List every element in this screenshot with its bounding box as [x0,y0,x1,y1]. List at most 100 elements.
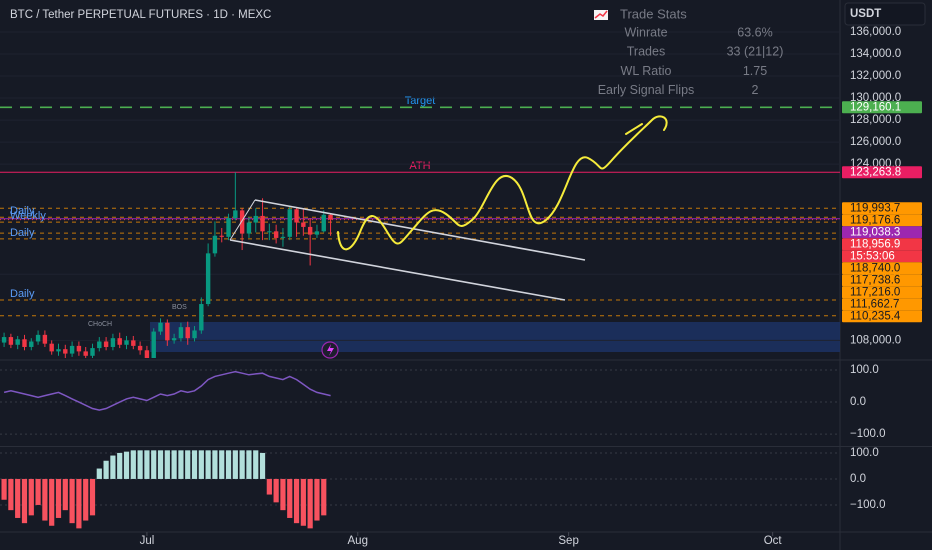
candle-body [144,350,150,358]
histogram-bar [307,478,313,529]
candle-body [35,334,41,342]
histogram-bar [62,478,68,511]
histogram-bar [76,478,82,529]
y-tick-label: 108,000.0 [850,334,901,346]
histogram-bar [205,450,211,479]
channel-line [229,199,256,241]
histogram-bar [49,478,55,526]
histogram-bar [96,468,102,479]
candle-body [239,210,245,234]
price-label: 118,956.9 [850,238,900,250]
candle-body [69,345,75,354]
candle-body [15,339,20,345]
price-label-box [842,202,922,215]
y-tick-label: 126,000.0 [850,136,901,148]
candle-body [83,351,88,356]
y-tick-label: −100.0 [850,428,886,440]
histogram-bar [83,478,89,521]
histogram-bar [259,452,266,479]
histogram-bar [103,460,109,479]
price-label-box [842,310,922,323]
candle-body [273,231,279,238]
x-tick-label: Jul [140,535,155,547]
candle-body [76,345,82,352]
histogram-bar [219,450,225,479]
candle-body [29,341,34,347]
candle-body [1,337,7,343]
stats-label: Winrate [624,25,667,39]
x-tick-label: Oct [764,535,783,547]
candle-body [97,341,102,349]
y-tick-label: 0.0 [850,473,866,485]
histogram-bar [55,478,62,518]
price-label: 119,993.7 [850,202,900,214]
histogram-bar [110,455,116,479]
histogram-bar [35,478,41,505]
histogram-bar [15,478,21,518]
y-tick-label: 130,000.0 [850,92,901,104]
oscillator [0,369,840,435]
y-tick-label: 132,000.0 [850,70,901,82]
histogram-bar [130,450,136,479]
price-label-box [842,101,922,114]
structure-marker: BOS [172,304,187,311]
stats-label: Early Signal Flips [598,83,695,97]
histogram [0,450,840,529]
histogram-bar [151,450,157,479]
histogram-bar [273,478,279,503]
countdown-box [842,250,922,263]
histogram-bar [8,478,14,511]
structure-marker: CHoCH [88,321,112,328]
price-level-text: Weekly [10,210,46,222]
price-label: 117,216.0 [850,286,900,298]
histogram-bar [69,478,75,524]
candle-body [131,340,136,346]
histogram-bar [225,450,232,479]
candle-body [294,209,299,223]
candle-body [321,214,326,232]
x-tick-label: Aug [348,535,368,547]
stats-value: 63.6% [737,25,772,39]
currency-button[interactable] [844,2,926,26]
price-level-text: Target [405,95,436,107]
y-tick-label: −100.0 [850,499,886,511]
candle-body [165,322,170,341]
y-tick-label: 134,000.0 [850,48,901,60]
candle-body [233,210,238,219]
candle-body [8,337,14,345]
candle-body [287,209,292,237]
price-label-box [842,286,922,299]
histogram-bar [246,450,252,479]
histogram-bar [212,450,218,479]
histogram-bar [42,478,48,521]
histogram-bar [321,478,327,516]
price-label-box [842,214,922,227]
price-label: 123,263.8 [850,166,901,178]
price-label-box [842,166,922,179]
candle-body [171,338,177,341]
candle-body [246,222,252,234]
channel-line [254,199,586,261]
price-label: 117,738.6 [850,274,900,286]
demand-zone [150,322,840,352]
histogram-bar [89,478,96,516]
candle-body [301,222,306,227]
histogram-bar [171,450,177,479]
candle-body [280,236,286,238]
alert-icon-bolt [327,344,334,356]
histogram-bar [293,478,300,524]
candle-body [158,322,163,332]
price-label: 129,160.1 [850,101,901,113]
histogram-bar [280,478,286,511]
candle-body [199,304,204,331]
y-tick-label: 100.0 [850,447,879,459]
y-tick-label: 128,000.0 [850,114,901,126]
candle-body [110,338,116,347]
currency-label[interactable]: USDT [850,8,881,20]
candle-body [307,226,313,235]
x-tick-label: Sep [558,535,578,547]
histogram-bar [137,450,143,479]
candle-body [260,215,265,232]
candle-body [267,231,272,233]
